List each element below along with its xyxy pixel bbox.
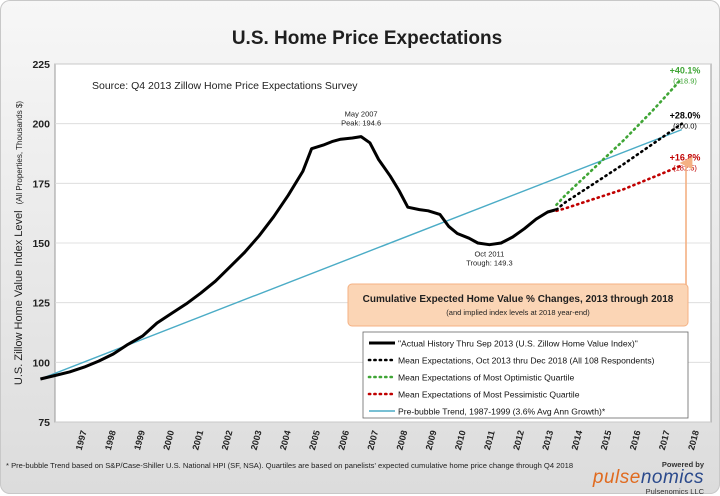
series-pessimistic — [555, 164, 684, 213]
legend-label-optimistic: Mean Expectations of Most Optimistic Qua… — [398, 373, 574, 383]
x-tick-label: 2008 — [395, 429, 410, 451]
x-tick-label: 2012 — [511, 429, 526, 451]
y-tick-label: 225 — [32, 59, 50, 71]
y-tick-label: 100 — [32, 357, 50, 369]
x-tick-label: 2009 — [424, 429, 439, 451]
annotation-0-line-0: May 2007 — [345, 110, 378, 119]
end-label-level-optimistic: (218.9) — [673, 77, 697, 86]
legend-label-actual: "Actual History Thru Sep 2013 (U.S. Zill… — [398, 339, 638, 349]
chart-title: U.S. Home Price Expectations — [232, 28, 502, 49]
legend-box — [362, 331, 689, 419]
callout-subtitle: (and implied index levels at 2018 year-e… — [446, 308, 590, 317]
callout-box — [347, 283, 689, 327]
end-label-pct-mean: +28.0% — [670, 111, 701, 121]
y-tick-label: 175 — [32, 178, 50, 190]
x-tick-label: 1998 — [103, 429, 118, 451]
x-tick-label: 1999 — [132, 429, 147, 451]
x-tick-label: 2002 — [220, 429, 235, 451]
x-tick-label: 2010 — [453, 429, 468, 451]
end-label-level-mean: (200.0) — [673, 122, 697, 131]
brand-logo: pulsenomics — [592, 467, 704, 488]
x-tick-label: 2013 — [540, 429, 555, 451]
y-axis-label-main: U.S. Zillow Home Value Index Level — [13, 210, 25, 385]
legend: "Actual History Thru Sep 2013 (U.S. Zill… — [367, 339, 655, 417]
x-tick-label: 2006 — [336, 429, 351, 451]
series-actual — [40, 135, 557, 381]
callout-title: Cumulative Expected Home Value % Changes… — [363, 294, 674, 305]
annotation-0-line-1: Peak: 194.6 — [341, 119, 381, 128]
x-axis-ticks: 1997 1998 1999 2000 2001 2002 2003 2004 2005 2006… — [74, 429, 701, 451]
y-axis-label-unit: (All Properties, Thousands $) — [15, 101, 24, 205]
x-tick-label: 2003 — [249, 429, 264, 451]
powered-by-label: Powered by — [661, 460, 704, 469]
end-labels: +40.1%(218.9)+28.0%(200.0)+16.8%(182.5) — [670, 66, 701, 173]
legend-label-mean: Mean Expectations, Oct 2013 thru Dec 201… — [398, 356, 655, 366]
series-lines — [40, 77, 684, 381]
x-tick-label: 2005 — [307, 429, 322, 451]
series-trend — [40, 128, 683, 380]
x-tick-label: 2011 — [482, 429, 497, 450]
x-tick-label: 2007 — [365, 429, 380, 451]
y-axis-ticks: 75 100 125 150 175 200 225 — [32, 59, 50, 429]
legend-label-pessimistic: Mean Expectations of Most Pessimistic Qu… — [398, 390, 580, 400]
x-tick-label: 2001 — [190, 429, 205, 451]
y-tick-label: 125 — [32, 298, 50, 310]
footnote: * Pre-bubble Trend based on S&P/Case-Shi… — [6, 461, 574, 470]
series-optimistic — [555, 77, 684, 207]
brand-part-1: pulse — [592, 467, 641, 488]
y-axis-label: U.S. Zillow Home Value Index Level (All … — [13, 101, 25, 386]
source-note: Source: Q4 2013 Zillow Home Price Expect… — [92, 80, 358, 92]
x-tick-label: 2015 — [599, 429, 614, 451]
y-tick-label: 150 — [32, 238, 50, 250]
x-tick-label: 2014 — [569, 429, 584, 451]
x-tick-label: 2000 — [161, 429, 176, 451]
x-tick-label: 2016 — [628, 429, 643, 451]
x-tick-label: 2017 — [657, 429, 672, 451]
annotation-1-line-1: Trough: 149.3 — [466, 259, 512, 268]
brand-part-2: nomics — [640, 467, 704, 488]
y-tick-label: 200 — [32, 119, 50, 131]
annotation-1-line-0: Oct 2011 — [474, 250, 504, 259]
x-tick-label: 2018 — [686, 429, 701, 451]
company-name: Pulsenomics LLC — [645, 487, 704, 496]
branding: Powered by pulsenomics Pulsenomics LLC — [593, 460, 704, 496]
series-mean — [555, 122, 684, 211]
y-tick-label: 75 — [38, 417, 50, 429]
x-tick-label: 1997 — [74, 429, 89, 451]
legend-label-trend: Pre-bubble Trend, 1987-1999 (3.6% Avg An… — [398, 407, 606, 417]
x-tick-label: 2004 — [278, 429, 293, 451]
end-label-pct-pessimistic: +16.8% — [670, 152, 701, 162]
end-label-pct-optimistic: +40.1% — [670, 66, 701, 76]
